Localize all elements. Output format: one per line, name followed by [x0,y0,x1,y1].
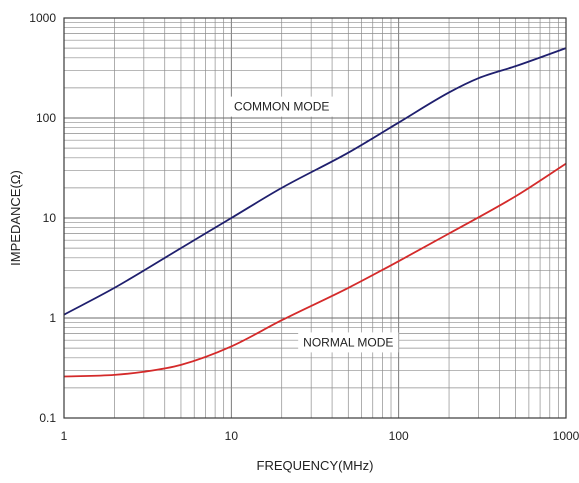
series-line-normal-mode [63,162,567,378]
annotation-bg-common-mode [229,96,335,117]
grid-lines [64,18,566,418]
x-tick-label: 1000 [553,429,579,443]
annotation-normal-mode: NORMAL MODE [303,335,393,349]
tick-labels: 1 10 100 1000 0.1 1 10 100 1000 [29,11,579,443]
series-line-common-mode [63,47,567,316]
annotation-common-mode: COMMON MODE [234,100,329,114]
y-tick-label: 1000 [29,11,56,25]
annotation-bg-normal-mode [298,332,399,353]
x-tick-label: 10 [225,429,239,443]
series-lines [63,47,567,378]
annotations: COMMON MODE NORMAL MODE [229,96,399,353]
x-tick-label: 100 [389,429,409,443]
y-tick-label: 10 [43,211,57,225]
x-axis-title: FREQUENCY(MHz) [257,458,374,473]
y-axis-title: IMPEDANCE(Ω) [8,170,23,266]
y-tick-label: 0.1 [39,411,56,425]
y-tick-label: 1 [49,311,56,325]
plot-frame [63,17,567,419]
x-tick-label: 1 [61,429,68,443]
y-tick-label: 100 [36,111,56,125]
